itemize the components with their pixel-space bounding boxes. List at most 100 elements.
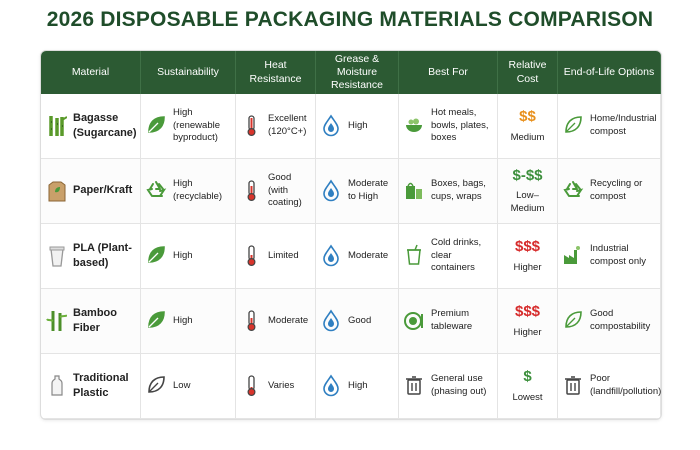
grease-icon <box>323 114 339 137</box>
sustainability-text: High <box>173 249 193 261</box>
header-cell: Best For <box>399 51 498 94</box>
heat-icon <box>247 180 256 202</box>
table-cell: Poor (landfill/pollution) <box>558 354 661 419</box>
material-text: Bamboo Fiber <box>73 306 117 334</box>
grease-icon <box>323 179 339 202</box>
grease-text: High <box>348 119 368 131</box>
table-cell: $ Lowest <box>498 354 558 419</box>
sustainability-text: Low <box>173 379 191 391</box>
material-icon <box>49 246 65 267</box>
header-cell: Relative Cost <box>498 51 558 94</box>
header-cell: Grease & Moisture Resistance <box>316 51 399 94</box>
heat-text: Excellent (120°C+) <box>268 113 307 137</box>
table-cell: $$$ Higher <box>498 224 558 289</box>
sustainability-icon <box>146 181 167 197</box>
best-for-icon <box>406 376 422 395</box>
table-cell: PLA (Plant-based) <box>41 224 141 289</box>
grease-text: Good <box>348 314 372 326</box>
end-of_life-text: Good compostability <box>590 308 651 332</box>
header-cell: Material <box>41 51 141 94</box>
comparison-table: Material Sustainability Heat Resistance Gre… <box>40 50 662 420</box>
best-for-icon <box>406 118 422 132</box>
table-cell: High <box>141 289 236 354</box>
end-of_life-icon <box>565 376 581 395</box>
cost-symbol: $$ <box>519 108 536 126</box>
grease-text: Moderate <box>348 249 389 261</box>
grease-icon <box>323 244 339 267</box>
table-cell: $$$ Higher <box>498 289 558 354</box>
table-cell: Hot meals, bowls, plates, boxes <box>399 94 498 159</box>
sustainability-text: High (recyclable) <box>173 178 223 202</box>
material-text: Bagasse (Sugarcane) <box>73 111 137 139</box>
end-of_life-text: Industrial compost only <box>590 243 646 267</box>
table-cell: Moderate to High <box>316 159 399 224</box>
table-cell: Home/Industrial compost <box>558 94 661 159</box>
end-of_life-icon <box>563 181 584 197</box>
table-cell: Limited <box>236 224 316 289</box>
end-of_life-text: Home/Industrial compost <box>590 113 657 137</box>
cost-symbol: $$$ <box>514 238 541 256</box>
table-cell: High (renewable byproduct) <box>141 94 236 159</box>
table-cell: High (recyclable) <box>141 159 236 224</box>
material-text: Paper/Kraft <box>73 184 133 197</box>
table-cell: $-$$ Low–Medium <box>498 159 558 224</box>
best-for-text: General use (phasing out) <box>431 373 487 397</box>
best-for-text: Boxes, bags, cups, wraps <box>431 178 486 202</box>
sustainability-icon <box>148 376 165 393</box>
material-icon <box>48 181 66 202</box>
material-text: Traditional Plastic <box>73 371 129 399</box>
table-cell: High <box>316 94 399 159</box>
heat-text: Good (with coating) <box>268 171 302 209</box>
best-for-text: Cold drinks, clear containers <box>431 236 482 274</box>
table-cell: Varies <box>236 354 316 419</box>
table-cell: Bagasse (Sugarcane) <box>41 94 141 159</box>
sustainability-text: High <box>173 314 193 326</box>
material-icon <box>46 311 67 331</box>
header-cell: End-of-Life Options <box>558 51 661 94</box>
sustainability-text: High (renewable byproduct) <box>173 106 220 144</box>
table-cell: Premium tableware <box>399 289 498 354</box>
table-cell: General use (phasing out) <box>399 354 498 419</box>
best-for-text: Premium tableware <box>431 308 473 332</box>
sustainability-icon <box>148 116 165 133</box>
table-cell: Boxes, bags, cups, wraps <box>399 159 498 224</box>
table-cell: $$ Medium <box>498 94 558 159</box>
heat-text: Moderate <box>268 314 309 326</box>
table-cell: High <box>141 224 236 289</box>
table-cell: Moderate <box>316 224 399 289</box>
table-cell: Paper/Kraft <box>41 159 141 224</box>
heat-icon <box>247 310 256 332</box>
table-cell: Good compostability <box>558 289 661 354</box>
grease-icon <box>323 374 339 397</box>
heat-text: Limited <box>268 249 299 261</box>
table-cell: Excellent (120°C+) <box>236 94 316 159</box>
cost-label: Lowest <box>512 391 543 403</box>
cost-symbol: $-$$ <box>512 167 543 185</box>
best-for-icon <box>407 244 421 265</box>
table-cell: Recycling or compost <box>558 159 661 224</box>
heat-icon <box>247 245 256 267</box>
header-cell: Heat Resistance <box>236 51 316 94</box>
table-cell: Cold drinks, clear containers <box>399 224 498 289</box>
end-of_life-icon <box>565 116 582 133</box>
best-for-icon <box>404 312 423 330</box>
end-of_life-text: Poor (landfill/pollution) <box>590 373 662 397</box>
heat-icon <box>247 115 256 137</box>
end-of_life-text: Recycling or compost <box>590 178 643 202</box>
table-cell: Low <box>141 354 236 419</box>
best-for-text: Hot meals, bowls, plates, boxes <box>431 106 489 144</box>
end-of_life-icon <box>564 246 580 264</box>
end-of_life-icon <box>565 311 582 328</box>
heat-text: Varies <box>268 379 295 391</box>
table-cell: High <box>316 354 399 419</box>
cost-label: Higher <box>513 326 542 338</box>
cost-symbol: $ <box>523 368 532 386</box>
sustainability-icon <box>148 311 165 328</box>
table-cell: Good <box>316 289 399 354</box>
table-cell: Bamboo Fiber <box>41 289 141 354</box>
table-cell: Moderate <box>236 289 316 354</box>
cost-label: Medium <box>510 131 545 143</box>
material-icon <box>49 116 67 136</box>
material-icon <box>51 375 63 396</box>
